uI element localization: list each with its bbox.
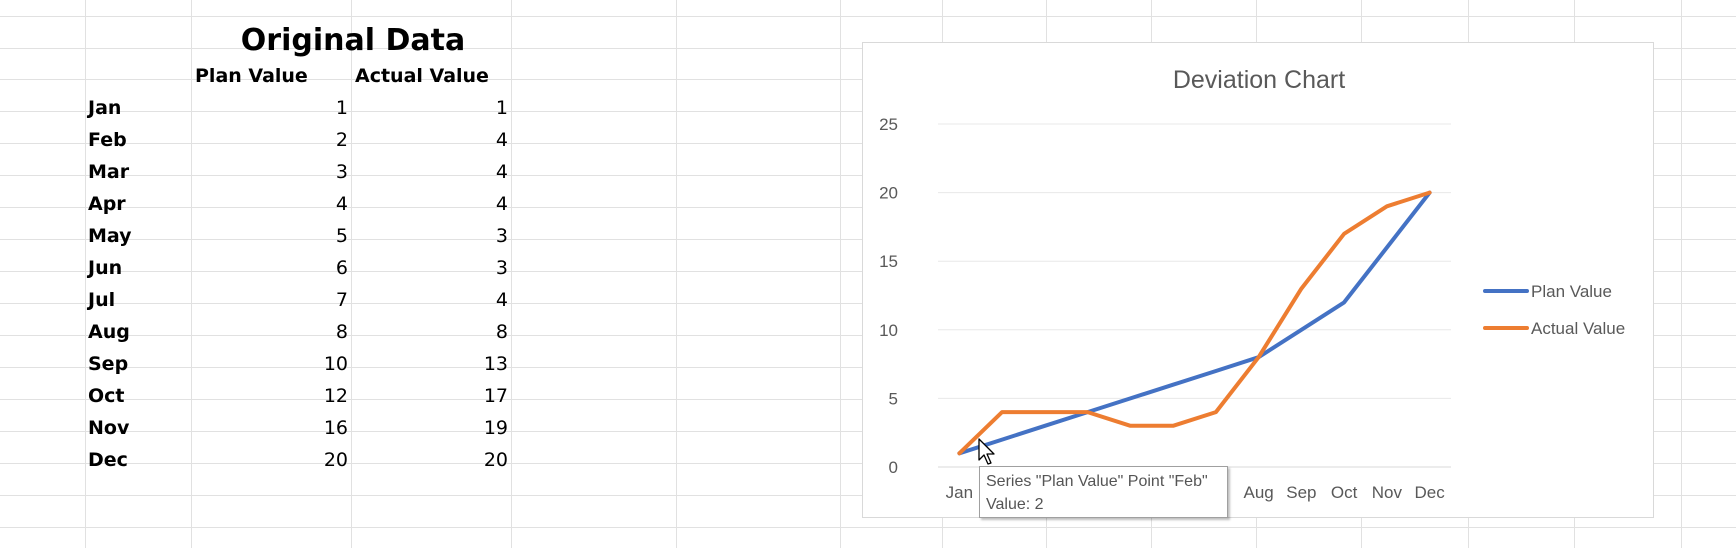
row-month-cell[interactable]: Jan [88, 97, 122, 119]
chart-series [957, 190, 1432, 456]
chart-title: Deviation Chart [1173, 66, 1345, 94]
x-tick-label: Oct [1331, 483, 1358, 502]
row-month-cell[interactable]: Dec [88, 449, 128, 471]
row-month-cell[interactable]: Mar [88, 161, 130, 183]
row-actual-value-cell[interactable]: 1 [495, 97, 508, 119]
row-actual-value-cell[interactable]: 20 [483, 449, 508, 471]
row-plan-value-cell[interactable]: 7 [335, 289, 348, 311]
row-actual-value-cell[interactable]: 4 [495, 161, 508, 183]
mouse-cursor-icon [978, 438, 995, 465]
row-actual-value-cell[interactable]: 8 [495, 321, 508, 343]
row-actual-value-cell[interactable]: 17 [483, 385, 508, 407]
x-tick-label: Jan [946, 483, 973, 502]
chart-gridlines [938, 123, 1451, 468]
row-actual-value-cell[interactable]: 4 [495, 289, 508, 311]
row-plan-value-cell[interactable]: 3 [335, 161, 348, 183]
row-month-cell[interactable]: Nov [88, 417, 130, 439]
row-month-cell[interactable]: Jun [88, 257, 123, 279]
series-line-actual-value[interactable] [957, 190, 1432, 456]
row-plan-value-cell[interactable]: 5 [335, 225, 348, 247]
row-plan-value-cell[interactable]: 12 [323, 385, 348, 407]
row-plan-value-cell[interactable]: 20 [323, 449, 348, 471]
series-line-plan-value[interactable] [957, 190, 1432, 456]
row-actual-value-cell[interactable]: 19 [483, 417, 508, 439]
table-title: Original Data [240, 23, 466, 58]
tooltip-value: Value: 2 [986, 496, 1044, 513]
row-month-cell[interactable]: Oct [88, 385, 125, 407]
row-month-cell[interactable]: Sep [88, 353, 129, 375]
y-tick-label: 5 [889, 389, 898, 408]
legend-label: Actual Value [1531, 319, 1625, 338]
row-plan-value-cell[interactable]: 6 [335, 257, 348, 279]
y-tick-label: 25 [879, 115, 898, 134]
y-tick-label: 15 [879, 252, 898, 271]
chart-legend[interactable]: Plan Value Actual Value [1483, 282, 1625, 338]
row-plan-value-cell[interactable]: 2 [335, 129, 348, 151]
row-month-cell[interactable]: Apr [88, 193, 126, 215]
x-tick-label: Nov [1372, 483, 1403, 502]
row-plan-value-cell[interactable]: 10 [323, 353, 348, 375]
x-tick-label: Dec [1415, 483, 1446, 502]
row-actual-value-cell[interactable]: 13 [483, 353, 508, 375]
y-tick-label: 10 [879, 321, 898, 340]
row-actual-value-cell[interactable]: 4 [495, 193, 508, 215]
row-month-cell[interactable]: Jul [88, 289, 116, 311]
chart-tooltip: Series "Plan Value" Point "Feb" Value: 2 [979, 466, 1228, 518]
x-tick-label: Sep [1286, 483, 1316, 502]
row-plan-value-cell[interactable]: 16 [323, 417, 348, 439]
row-plan-value-cell[interactable]: 1 [335, 97, 348, 119]
row-actual-value-cell[interactable]: 3 [495, 257, 508, 279]
x-tick-label: Aug [1244, 483, 1274, 502]
legend-label: Plan Value [1531, 282, 1612, 301]
row-month-cell[interactable]: May [88, 225, 132, 247]
tooltip-series-point: Series "Plan Value" Point "Feb" [986, 473, 1208, 490]
y-tick-label: 0 [889, 458, 898, 477]
row-month-cell[interactable]: Aug [88, 321, 130, 343]
row-actual-value-cell[interactable]: 3 [495, 225, 508, 247]
row-month-cell[interactable]: Feb [88, 129, 127, 151]
row-plan-value-cell[interactable]: 4 [335, 193, 348, 215]
y-tick-label: 20 [879, 184, 898, 203]
header-actual-value[interactable]: Actual Value [355, 65, 489, 87]
y-axis-ticks: 0 5 10 15 20 25 [879, 115, 898, 477]
row-actual-value-cell[interactable]: 4 [495, 129, 508, 151]
row-plan-value-cell[interactable]: 8 [335, 321, 348, 343]
header-plan-value[interactable]: Plan Value [195, 65, 308, 87]
